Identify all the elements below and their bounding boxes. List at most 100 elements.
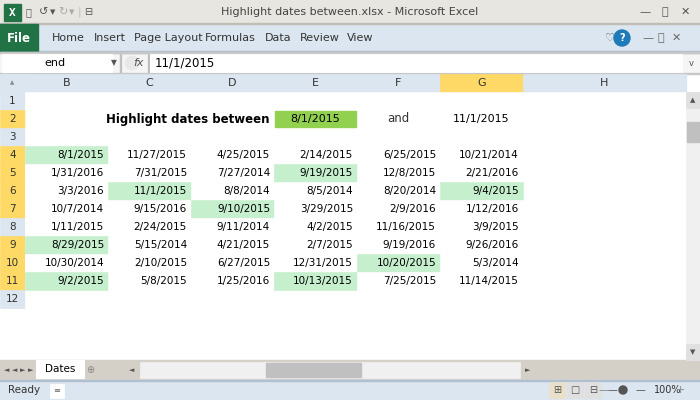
- Bar: [440, 254, 523, 272]
- Bar: [25, 236, 108, 254]
- Bar: [191, 74, 274, 92]
- Bar: [274, 254, 357, 272]
- Text: 9/11/2014: 9/11/2014: [217, 222, 270, 232]
- Bar: [191, 272, 274, 290]
- Bar: [274, 164, 357, 182]
- Bar: [523, 272, 686, 290]
- Bar: [25, 182, 108, 200]
- Text: v: v: [689, 58, 694, 68]
- Text: —: —: [598, 385, 609, 395]
- Bar: [0, 360, 700, 380]
- Text: —: —: [608, 385, 617, 395]
- Bar: [108, 110, 191, 128]
- Text: ▼: ▼: [69, 9, 74, 15]
- Bar: [440, 200, 523, 218]
- Text: D: D: [228, 78, 237, 88]
- Bar: [523, 146, 686, 164]
- Bar: [0, 218, 25, 236]
- Text: ◄: ◄: [4, 367, 9, 373]
- Text: ⊕: ⊕: [86, 365, 94, 375]
- Bar: [274, 218, 357, 236]
- Text: Highlight dates between.xlsx - Microsoft Excel: Highlight dates between.xlsx - Microsoft…: [221, 7, 479, 17]
- Bar: [523, 290, 686, 308]
- Text: —: —: [639, 7, 650, 17]
- Bar: [25, 236, 108, 254]
- Bar: [108, 182, 191, 200]
- Bar: [25, 218, 108, 236]
- Text: 7: 7: [9, 204, 16, 214]
- Bar: [191, 164, 274, 182]
- Text: 12/31/2015: 12/31/2015: [293, 258, 353, 268]
- Bar: [108, 254, 191, 272]
- Text: G: G: [477, 78, 486, 88]
- Bar: [440, 164, 523, 182]
- Bar: [108, 182, 191, 200]
- Bar: [25, 290, 108, 308]
- Bar: [274, 200, 357, 218]
- Bar: [25, 254, 108, 272]
- Text: 9/26/2016: 9/26/2016: [466, 240, 519, 250]
- Bar: [140, 362, 520, 378]
- Bar: [441, 111, 522, 127]
- Bar: [108, 290, 191, 308]
- Text: 8/29/2015: 8/29/2015: [50, 240, 104, 250]
- Text: 8/1/2015: 8/1/2015: [57, 150, 104, 160]
- Bar: [440, 200, 523, 218]
- Text: 10/13/2015: 10/13/2015: [293, 276, 353, 286]
- Bar: [0, 146, 25, 164]
- Text: 2/24/2015: 2/24/2015: [134, 222, 187, 232]
- Bar: [357, 182, 440, 200]
- Text: 11/16/2015: 11/16/2015: [376, 222, 436, 232]
- Text: Review: Review: [300, 33, 340, 43]
- Bar: [441, 111, 522, 127]
- Bar: [25, 128, 108, 146]
- Text: ►: ►: [20, 367, 25, 373]
- Bar: [0, 0, 700, 24]
- Bar: [274, 128, 357, 146]
- Text: 8: 8: [9, 222, 16, 232]
- Bar: [357, 200, 440, 218]
- Bar: [686, 344, 700, 360]
- Bar: [357, 182, 440, 200]
- Text: X: X: [9, 8, 16, 18]
- Circle shape: [619, 386, 627, 394]
- Text: ?: ?: [620, 33, 625, 43]
- Text: ⧠: ⧠: [662, 7, 668, 17]
- Bar: [686, 92, 700, 108]
- Bar: [0, 380, 700, 381]
- Bar: [0, 52, 700, 53]
- Text: 4: 4: [9, 150, 16, 160]
- Text: 8/20/2014: 8/20/2014: [383, 186, 436, 196]
- Bar: [274, 92, 357, 110]
- Text: 8/8/2014: 8/8/2014: [223, 186, 270, 196]
- Bar: [25, 92, 108, 110]
- Bar: [4, 4, 21, 21]
- Text: 🖫: 🖫: [26, 7, 32, 17]
- Bar: [357, 254, 440, 272]
- Bar: [567, 382, 583, 398]
- Bar: [108, 92, 191, 110]
- Bar: [108, 236, 191, 254]
- Bar: [108, 164, 191, 182]
- Bar: [108, 74, 191, 92]
- Text: 3/3/2016: 3/3/2016: [57, 186, 104, 196]
- Bar: [274, 272, 357, 290]
- Bar: [148, 54, 149, 72]
- Text: 8/5/2014: 8/5/2014: [307, 186, 353, 196]
- Text: 5/15/2014: 5/15/2014: [134, 240, 187, 250]
- Bar: [25, 200, 108, 218]
- Bar: [191, 182, 274, 200]
- Bar: [357, 110, 440, 128]
- Text: 6/25/2015: 6/25/2015: [383, 150, 436, 160]
- Text: 10: 10: [6, 258, 19, 268]
- Bar: [108, 164, 191, 182]
- Bar: [108, 200, 191, 218]
- Bar: [266, 363, 361, 377]
- Text: 10/21/2014: 10/21/2014: [459, 150, 519, 160]
- Text: and: and: [387, 112, 409, 126]
- Bar: [274, 74, 357, 92]
- Bar: [523, 110, 686, 128]
- Bar: [0, 128, 25, 146]
- Bar: [0, 182, 25, 200]
- Bar: [0, 52, 700, 53]
